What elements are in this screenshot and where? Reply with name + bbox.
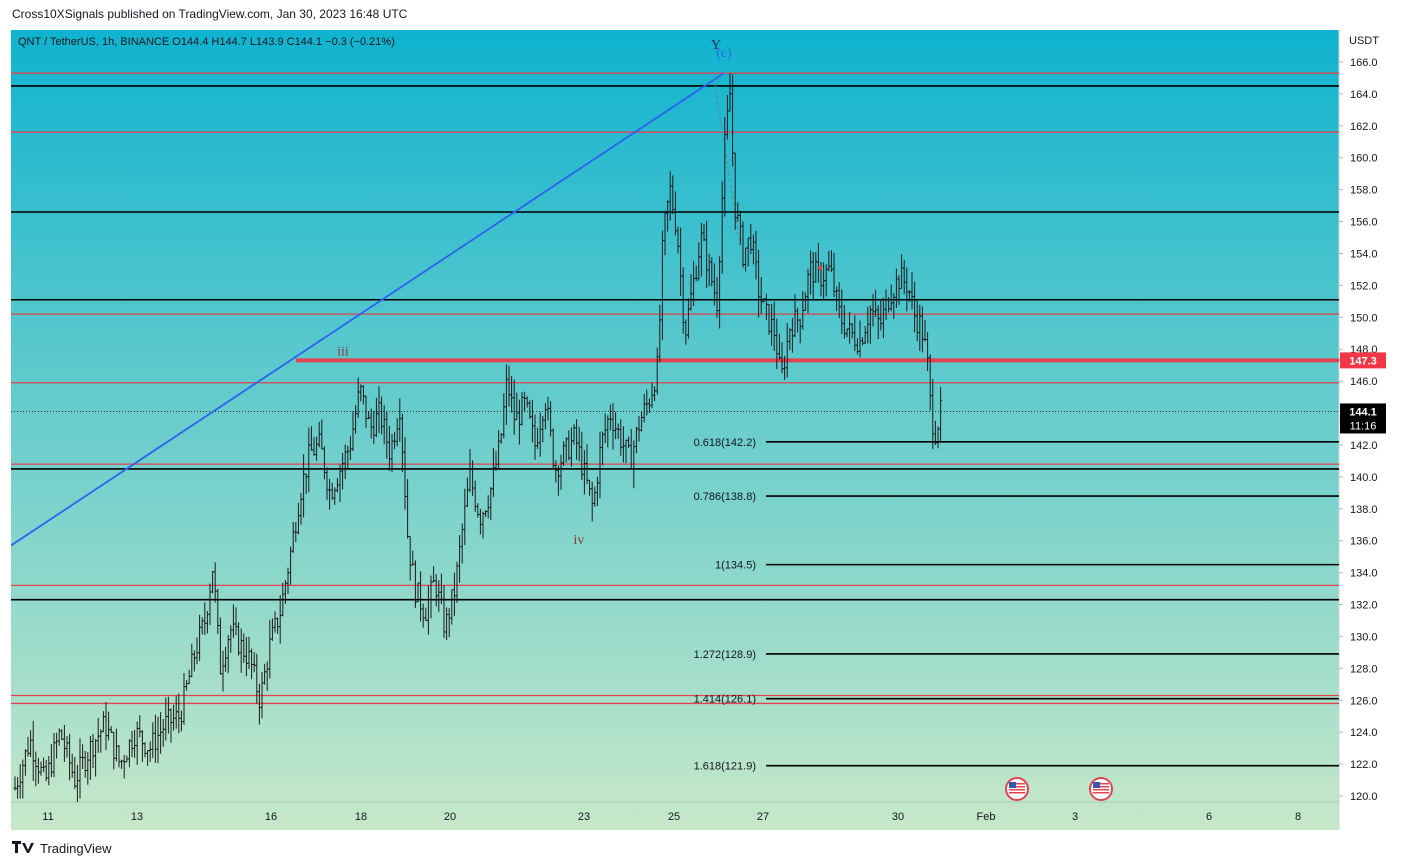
y-axis-tick-label: 128.0 [1350, 663, 1378, 675]
x-axis-tick-label: 27 [757, 811, 769, 823]
y-axis-tick-label: 142.0 [1350, 440, 1378, 452]
fib-level-label: 1(134.5) [715, 560, 756, 572]
y-axis-tick-label: 154.0 [1350, 248, 1378, 260]
y-axis-tick-label: 166.0 [1350, 57, 1378, 69]
y-axis-tick-label: 152.0 [1350, 280, 1378, 292]
y-axis-tick-label: 124.0 [1350, 727, 1378, 739]
y-axis-tick-label: 132.0 [1350, 600, 1378, 612]
y-axis-tick-label: 140.0 [1350, 472, 1378, 484]
y-axis-tick-label: 134.0 [1350, 568, 1378, 580]
x-axis-tick-label: 16 [265, 811, 277, 823]
x-axis-tick-label: 8 [1295, 811, 1301, 823]
y-axis-tick-label: 126.0 [1350, 695, 1378, 707]
current-price-label: 144.1 [1349, 406, 1377, 418]
fib-level-label: 0.786(138.8) [694, 491, 756, 503]
us-event-flag-icon[interactable] [1005, 777, 1029, 801]
x-axis-tick-label: 30 [892, 811, 904, 823]
tradingview-logo-icon [12, 840, 34, 856]
y-axis-title: USDT [1349, 35, 1379, 47]
fib-level-label: 0.618(142.2) [694, 437, 756, 449]
wave-label: Y [711, 38, 721, 53]
y-axis-tick-label: 122.0 [1350, 759, 1378, 771]
projection-dashed-line [713, 77, 741, 246]
trend-line[interactable] [11, 72, 725, 547]
x-axis-tick-label: Feb [977, 811, 996, 823]
plot-area[interactable] [11, 30, 1339, 830]
x-axis-tick-label: 6 [1206, 811, 1212, 823]
y-axis-tick-label: 158.0 [1350, 185, 1378, 197]
wave-label: (c) [716, 46, 732, 61]
y-axis-tick-label: 162.0 [1350, 121, 1378, 133]
fib-level-label: 1.618(121.9) [694, 761, 756, 773]
tradingview-brand: TradingView [40, 840, 112, 856]
y-axis-tick-label: 130.0 [1350, 631, 1378, 643]
x-axis-tick-label: 23 [578, 811, 590, 823]
fib-level-label: 1.414(126.1) [694, 694, 756, 706]
bar-countdown-label: 11:16 [1350, 420, 1377, 432]
y-axis-tick-label: 146.0 [1350, 376, 1378, 388]
symbol-ohlc-line: QNT / TetherUS, 1h, BINANCE O144.4 H144.… [18, 36, 395, 48]
alert-marker-icon [817, 266, 823, 272]
wave-label: iv [574, 533, 585, 548]
y-axis-tick-label: 136.0 [1350, 536, 1378, 548]
x-axis-tick-label: 25 [668, 811, 680, 823]
fib-level-label: 1.272(128.9) [694, 649, 756, 661]
y-axis-tick-label: 138.0 [1350, 504, 1378, 516]
level-price-badge-label: 147.3 [1349, 355, 1377, 367]
y-axis-tick-label: 120.0 [1350, 791, 1378, 803]
y-axis-tick-label: 150.0 [1350, 312, 1378, 324]
candle-bar[interactable] [939, 386, 943, 442]
level-price-badge[interactable] [1340, 352, 1386, 369]
y-axis-tick-label: 160.0 [1350, 153, 1378, 165]
x-axis-tick-label: 20 [444, 811, 456, 823]
y-axis-tick-label: 156.0 [1350, 217, 1378, 229]
x-axis-tick-label: 3 [1072, 811, 1078, 823]
x-axis-tick-label: 11 [42, 811, 53, 823]
y-axis-tick-label: 164.0 [1350, 89, 1378, 101]
tradingview-footer: TradingView [12, 838, 112, 858]
us-event-flag-icon[interactable] [1089, 777, 1113, 801]
wave-label: iii [337, 345, 349, 360]
x-axis-tick-label: 13 [131, 811, 143, 823]
current-price-badge[interactable] [1340, 403, 1386, 434]
x-axis-tick-label: 18 [355, 811, 367, 823]
publisher-caption: Cross10XSignals published on TradingView… [12, 7, 408, 21]
